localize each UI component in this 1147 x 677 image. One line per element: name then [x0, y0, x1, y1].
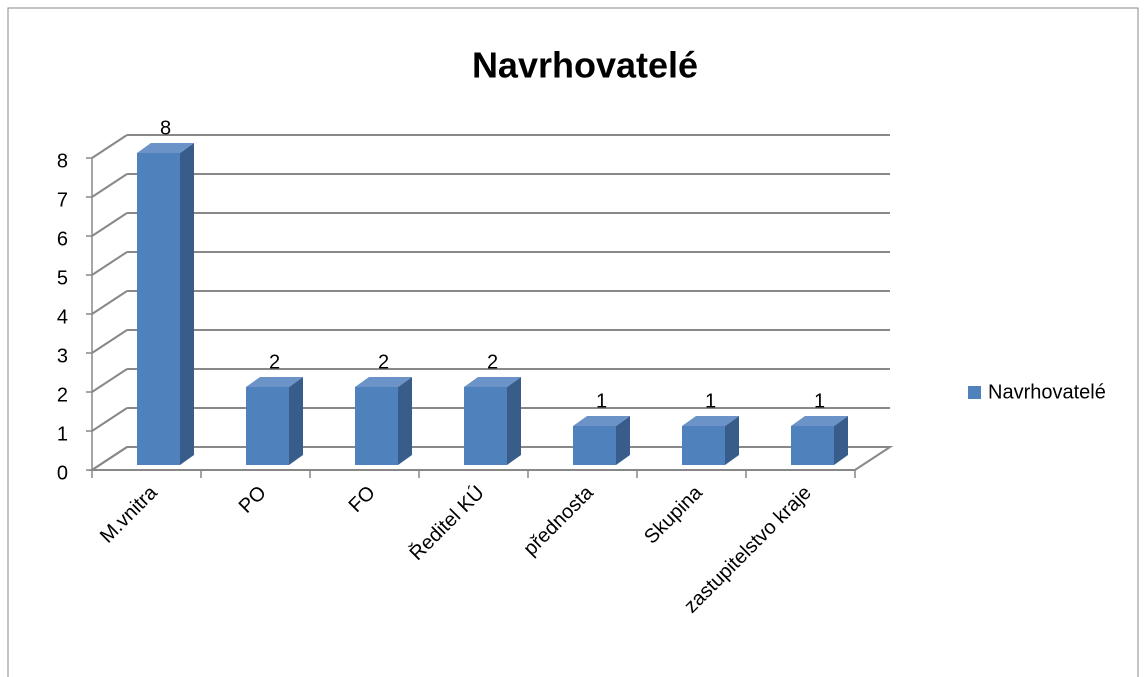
bar-side [834, 416, 848, 465]
data-label: 2 [269, 351, 280, 373]
data-label: 2 [487, 351, 498, 373]
grid-line [91, 368, 128, 393]
grid-line [91, 407, 128, 432]
y-tick-label: 4 [57, 306, 68, 328]
bar [464, 387, 507, 465]
bar-top [573, 416, 630, 426]
y-tick-label: 0 [57, 462, 68, 484]
chart-title: Navrhovatelé [472, 45, 698, 86]
bar [355, 387, 398, 465]
grid-line [91, 329, 128, 354]
bar-side [616, 416, 630, 465]
bar-top [464, 377, 521, 387]
legend-label: Navrhovatelé [988, 381, 1106, 403]
data-label: 1 [596, 390, 607, 412]
y-tick-label: 7 [57, 189, 68, 211]
bar-top [137, 143, 194, 153]
bar-side [180, 143, 194, 465]
y-tick-label: 2 [57, 384, 68, 406]
data-label: 8 [160, 117, 171, 139]
bar-side [507, 377, 521, 465]
y-tick-label: 3 [57, 345, 68, 367]
grid-line [91, 446, 128, 471]
bar [246, 387, 289, 465]
bar-top [355, 377, 412, 387]
y-tick-label: 6 [57, 228, 68, 250]
y-tick-label: 1 [57, 423, 68, 445]
bar [573, 426, 616, 465]
bar [137, 153, 180, 465]
bar-top [791, 416, 848, 426]
y-tick-label: 5 [57, 267, 68, 289]
data-label: 1 [814, 390, 825, 412]
bar [682, 426, 725, 465]
data-label: 2 [378, 351, 389, 373]
grid-line [91, 290, 128, 315]
bar-side [398, 377, 412, 465]
bar-side [725, 416, 739, 465]
y-tick-label: 8 [57, 150, 68, 172]
bar-top [246, 377, 303, 387]
legend-swatch [968, 386, 981, 399]
grid-line [91, 134, 128, 159]
grid-line [91, 173, 128, 198]
data-label: 1 [705, 390, 716, 412]
grid-line [91, 212, 128, 237]
bar-side [289, 377, 303, 465]
grid-line [91, 251, 128, 276]
bar [791, 426, 834, 465]
chart-border [7, 7, 1139, 677]
bar-top [682, 416, 739, 426]
